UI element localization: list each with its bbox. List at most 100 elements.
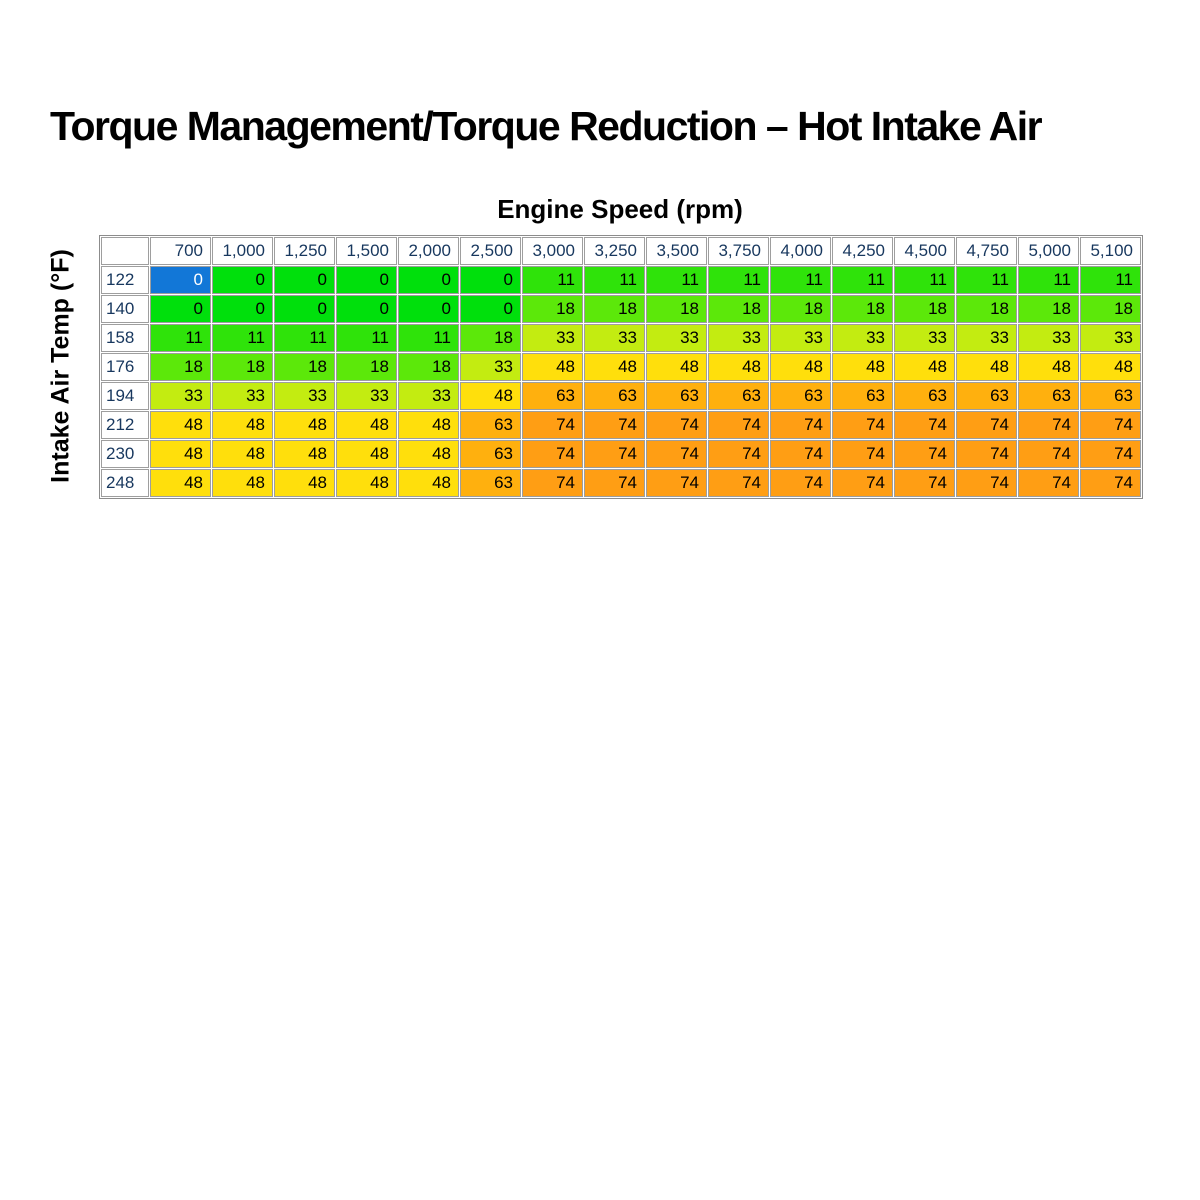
- cell-248-2500[interactable]: 63: [460, 469, 521, 497]
- cell-122-5000[interactable]: 11: [1018, 266, 1079, 294]
- cell-230-5100[interactable]: 74: [1080, 440, 1141, 468]
- cell-122-5100[interactable]: 11: [1080, 266, 1141, 294]
- cell-194-4250[interactable]: 63: [832, 382, 893, 410]
- cell-212-3250[interactable]: 74: [584, 411, 645, 439]
- cell-212-4000[interactable]: 74: [770, 411, 831, 439]
- cell-176-3000[interactable]: 48: [522, 353, 583, 381]
- cell-140-4500[interactable]: 18: [894, 295, 955, 323]
- cell-248-2000[interactable]: 48: [398, 469, 459, 497]
- cell-212-1000[interactable]: 48: [212, 411, 273, 439]
- cell-122-3250[interactable]: 11: [584, 266, 645, 294]
- cell-140-4000[interactable]: 18: [770, 295, 831, 323]
- cell-212-3500[interactable]: 74: [646, 411, 707, 439]
- cell-248-3500[interactable]: 74: [646, 469, 707, 497]
- cell-212-4500[interactable]: 74: [894, 411, 955, 439]
- cell-230-2500[interactable]: 63: [460, 440, 521, 468]
- cell-194-1500[interactable]: 33: [336, 382, 397, 410]
- cell-140-1250[interactable]: 0: [274, 295, 335, 323]
- cell-140-3750[interactable]: 18: [708, 295, 769, 323]
- cell-158-4000[interactable]: 33: [770, 324, 831, 352]
- cell-140-700[interactable]: 0: [150, 295, 211, 323]
- cell-212-2000[interactable]: 48: [398, 411, 459, 439]
- cell-194-700[interactable]: 33: [150, 382, 211, 410]
- cell-212-4250[interactable]: 74: [832, 411, 893, 439]
- cell-194-2000[interactable]: 33: [398, 382, 459, 410]
- cell-122-4750[interactable]: 11: [956, 266, 1017, 294]
- cell-248-1000[interactable]: 48: [212, 469, 273, 497]
- cell-158-2000[interactable]: 11: [398, 324, 459, 352]
- cell-158-1250[interactable]: 11: [274, 324, 335, 352]
- cell-158-1000[interactable]: 11: [212, 324, 273, 352]
- cell-212-1500[interactable]: 48: [336, 411, 397, 439]
- cell-230-3500[interactable]: 74: [646, 440, 707, 468]
- cell-248-1250[interactable]: 48: [274, 469, 335, 497]
- cell-248-3000[interactable]: 74: [522, 469, 583, 497]
- cell-140-5000[interactable]: 18: [1018, 295, 1079, 323]
- cell-230-2000[interactable]: 48: [398, 440, 459, 468]
- cell-158-3250[interactable]: 33: [584, 324, 645, 352]
- cell-176-1500[interactable]: 18: [336, 353, 397, 381]
- cell-248-4750[interactable]: 74: [956, 469, 1017, 497]
- cell-122-2500[interactable]: 0: [460, 266, 521, 294]
- cell-212-5100[interactable]: 74: [1080, 411, 1141, 439]
- cell-248-5000[interactable]: 74: [1018, 469, 1079, 497]
- cell-230-4500[interactable]: 74: [894, 440, 955, 468]
- cell-140-5100[interactable]: 18: [1080, 295, 1141, 323]
- cell-248-4000[interactable]: 74: [770, 469, 831, 497]
- cell-122-3750[interactable]: 11: [708, 266, 769, 294]
- cell-230-4250[interactable]: 74: [832, 440, 893, 468]
- cell-140-3000[interactable]: 18: [522, 295, 583, 323]
- cell-158-4750[interactable]: 33: [956, 324, 1017, 352]
- cell-194-2500[interactable]: 48: [460, 382, 521, 410]
- cell-248-5100[interactable]: 74: [1080, 469, 1141, 497]
- cell-212-5000[interactable]: 74: [1018, 411, 1079, 439]
- cell-230-4750[interactable]: 74: [956, 440, 1017, 468]
- cell-194-3250[interactable]: 63: [584, 382, 645, 410]
- cell-248-1500[interactable]: 48: [336, 469, 397, 497]
- cell-176-4250[interactable]: 48: [832, 353, 893, 381]
- cell-122-4500[interactable]: 11: [894, 266, 955, 294]
- cell-230-3250[interactable]: 74: [584, 440, 645, 468]
- cell-176-3500[interactable]: 48: [646, 353, 707, 381]
- cell-230-1000[interactable]: 48: [212, 440, 273, 468]
- cell-212-2500[interactable]: 63: [460, 411, 521, 439]
- cell-158-5100[interactable]: 33: [1080, 324, 1141, 352]
- cell-248-3250[interactable]: 74: [584, 469, 645, 497]
- cell-230-5000[interactable]: 74: [1018, 440, 1079, 468]
- cell-158-1500[interactable]: 11: [336, 324, 397, 352]
- cell-194-5000[interactable]: 63: [1018, 382, 1079, 410]
- cell-176-4750[interactable]: 48: [956, 353, 1017, 381]
- cell-248-4500[interactable]: 74: [894, 469, 955, 497]
- cell-140-1500[interactable]: 0: [336, 295, 397, 323]
- cell-194-4750[interactable]: 63: [956, 382, 1017, 410]
- cell-140-1000[interactable]: 0: [212, 295, 273, 323]
- cell-176-1000[interactable]: 18: [212, 353, 273, 381]
- cell-230-3000[interactable]: 74: [522, 440, 583, 468]
- cell-122-2000[interactable]: 0: [398, 266, 459, 294]
- cell-230-1500[interactable]: 48: [336, 440, 397, 468]
- cell-176-3250[interactable]: 48: [584, 353, 645, 381]
- cell-122-4250[interactable]: 11: [832, 266, 893, 294]
- cell-158-3750[interactable]: 33: [708, 324, 769, 352]
- cell-212-3750[interactable]: 74: [708, 411, 769, 439]
- cell-158-3000[interactable]: 33: [522, 324, 583, 352]
- cell-176-4000[interactable]: 48: [770, 353, 831, 381]
- cell-248-4250[interactable]: 74: [832, 469, 893, 497]
- cell-230-1250[interactable]: 48: [274, 440, 335, 468]
- cell-212-3000[interactable]: 74: [522, 411, 583, 439]
- cell-194-3500[interactable]: 63: [646, 382, 707, 410]
- cell-140-2000[interactable]: 0: [398, 295, 459, 323]
- cell-122-1000[interactable]: 0: [212, 266, 273, 294]
- cell-176-5000[interactable]: 48: [1018, 353, 1079, 381]
- cell-122-3000[interactable]: 11: [522, 266, 583, 294]
- cell-248-700[interactable]: 48: [150, 469, 211, 497]
- cell-158-4500[interactable]: 33: [894, 324, 955, 352]
- cell-158-5000[interactable]: 33: [1018, 324, 1079, 352]
- cell-230-700[interactable]: 48: [150, 440, 211, 468]
- cell-248-3750[interactable]: 74: [708, 469, 769, 497]
- cell-194-4500[interactable]: 63: [894, 382, 955, 410]
- cell-140-3250[interactable]: 18: [584, 295, 645, 323]
- cell-158-700[interactable]: 11: [150, 324, 211, 352]
- cell-176-5100[interactable]: 48: [1080, 353, 1141, 381]
- cell-230-4000[interactable]: 74: [770, 440, 831, 468]
